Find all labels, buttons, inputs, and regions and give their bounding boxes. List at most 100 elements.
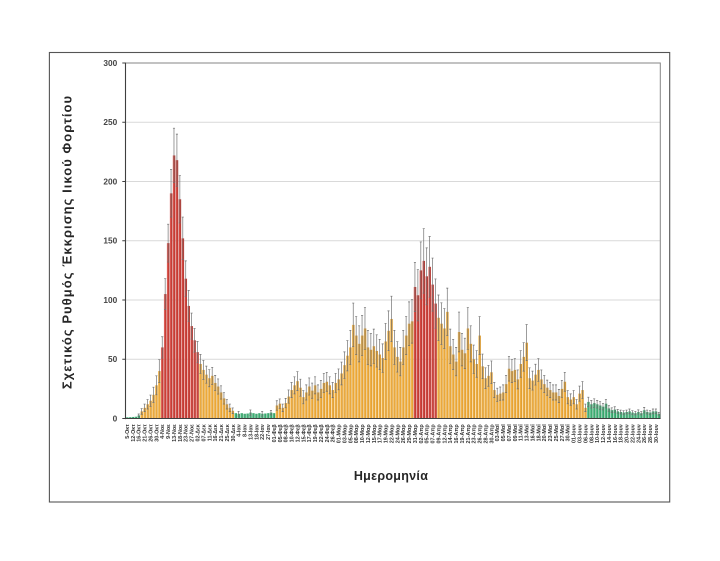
svg-text:10-Μαρ: 10-Μαρ [360, 424, 366, 444]
svg-text:100: 100 [103, 295, 117, 305]
svg-text:01-Φεβ: 01-Φεβ [272, 424, 278, 443]
svg-text:02-Απρ: 02-Απρ [419, 424, 425, 444]
svg-text:22-Μαρ: 22-Μαρ [389, 424, 395, 444]
svg-text:26-Ιουν: 26-Ιουν [642, 424, 648, 443]
svg-text:13-Ιαν: 13-Ιαν [248, 424, 254, 440]
svg-text:06-Ιουν: 06-Ιουν [583, 424, 589, 443]
svg-text:05-Απρ: 05-Απρ [425, 424, 431, 444]
svg-text:21-Δεκ: 21-Δεκ [219, 424, 225, 441]
svg-text:21-Απρ: 21-Απρ [466, 424, 472, 444]
svg-text:200: 200 [103, 176, 117, 186]
svg-text:Σχετικός Ρυθμός Έκκρισης Ιικού: Σχετικός Ρυθμός Έκκρισης Ιικού Φορτίου [60, 95, 75, 389]
svg-text:01-Μαρ: 01-Μαρ [337, 424, 343, 444]
svg-text:28-Ιουν: 28-Ιουν [648, 424, 654, 443]
svg-text:30-Οκτ: 30-Οκτ [154, 424, 160, 442]
svg-text:150: 150 [103, 236, 117, 246]
svg-text:30-Ιουν: 30-Ιουν [654, 424, 660, 443]
svg-text:30-Μαϊ: 30-Μαϊ [566, 424, 572, 442]
svg-text:16-Απρ: 16-Απρ [454, 424, 460, 444]
svg-text:16-Δεκ: 16-Δεκ [213, 424, 219, 441]
svg-text:25-Δεκ: 25-Δεκ [225, 424, 231, 441]
svg-text:19-Φεβ: 19-Φεβ [313, 424, 319, 443]
svg-text:24-Ιουν: 24-Ιουν [636, 424, 642, 443]
svg-text:22-Ιαν: 22-Ιαν [260, 424, 266, 440]
svg-text:30-Δεκ: 30-Δεκ [231, 424, 237, 441]
svg-text:05-Μαϊ: 05-Μαϊ [501, 424, 507, 442]
svg-text:16-Ιουν: 16-Ιουν [613, 424, 619, 443]
svg-text:23-Νοε: 23-Νοε [184, 424, 190, 442]
svg-text:09-Απρ: 09-Απρ [436, 424, 442, 444]
svg-text:30-Απρ: 30-Απρ [489, 424, 495, 444]
svg-text:14-Απρ: 14-Απρ [448, 424, 454, 444]
svg-text:12-Οκτ: 12-Οκτ [131, 424, 137, 442]
svg-text:18-Ιουν: 18-Ιουν [619, 424, 625, 443]
svg-text:29-Μαρ: 29-Μαρ [407, 424, 413, 444]
svg-text:05-Μαρ: 05-Μαρ [348, 424, 354, 444]
svg-text:4-Ιαν: 4-Ιαν [237, 424, 243, 437]
svg-text:07-Μαϊ: 07-Μαϊ [507, 424, 513, 442]
svg-text:08-Μαρ: 08-Μαρ [354, 424, 360, 444]
svg-text:08-Ιουν: 08-Ιουν [589, 424, 595, 443]
svg-text:12-Ιουν: 12-Ιουν [601, 424, 607, 443]
svg-text:03-Μαϊ: 03-Μαϊ [495, 424, 501, 442]
svg-text:26-Οκτ: 26-Οκτ [148, 424, 154, 442]
svg-text:03-Μαρ: 03-Μαρ [342, 424, 348, 444]
svg-text:11-Μαϊ: 11-Μαϊ [519, 424, 525, 441]
svg-text:14-Ιουν: 14-Ιουν [607, 424, 613, 443]
svg-text:18-Μαϊ: 18-Μαϊ [536, 424, 542, 442]
svg-text:22-Φεβ: 22-Φεβ [319, 424, 325, 443]
svg-text:16-Οκτ: 16-Οκτ [137, 424, 143, 442]
svg-text:08-Φεβ: 08-Φεβ [284, 424, 290, 443]
svg-text:22-Ιουν: 22-Ιουν [630, 424, 636, 443]
svg-text:250: 250 [103, 117, 117, 127]
svg-text:16-Μαϊ: 16-Μαϊ [530, 424, 536, 442]
svg-text:23-Απρ: 23-Απρ [472, 424, 478, 444]
svg-text:50: 50 [108, 354, 118, 364]
svg-text:24-Φεβ: 24-Φεβ [325, 424, 331, 443]
svg-text:07-Δεκ: 07-Δεκ [201, 424, 207, 441]
svg-text:26-Απρ: 26-Απρ [478, 424, 484, 444]
svg-text:01-Ιουν: 01-Ιουν [572, 424, 578, 443]
svg-text:10-Ιουν: 10-Ιουν [595, 424, 601, 443]
svg-text:20-Ιουν: 20-Ιουν [625, 424, 631, 443]
svg-text:19-Απρ: 19-Απρ [460, 424, 466, 444]
svg-text:31-Μαρ: 31-Μαρ [413, 424, 419, 444]
svg-text:20-Μαϊ: 20-Μαϊ [542, 424, 548, 442]
svg-text:13-Μαϊ: 13-Μαϊ [525, 424, 531, 442]
svg-text:11-Δεκ: 11-Δεκ [207, 424, 213, 441]
svg-text:12-Φεβ: 12-Φεβ [295, 424, 301, 443]
svg-text:17-Μαρ: 17-Μαρ [378, 424, 384, 444]
svg-text:26-Φεβ: 26-Φεβ [331, 424, 337, 443]
svg-text:Ημερομηνία: Ημερομηνία [354, 469, 428, 483]
svg-text:18-Νοε: 18-Νοε [178, 424, 184, 442]
svg-text:27-Ιαν: 27-Ιαν [266, 424, 272, 440]
svg-text:24-Μαρ: 24-Μαρ [395, 424, 401, 444]
svg-text:12-Απρ: 12-Απρ [442, 424, 448, 444]
svg-text:28-Απρ: 28-Απρ [483, 424, 489, 444]
svg-text:12-Μαρ: 12-Μαρ [366, 424, 372, 444]
svg-text:8-Ιαν: 8-Ιαν [243, 424, 249, 437]
svg-text:05-Φεβ: 05-Φεβ [278, 424, 284, 443]
svg-text:15-Μαρ: 15-Μαρ [372, 424, 378, 444]
svg-text:27-Μαϊ: 27-Μαϊ [560, 424, 566, 442]
svg-text:23-Μαϊ: 23-Μαϊ [548, 424, 554, 442]
svg-text:10-Φεβ: 10-Φεβ [290, 424, 296, 443]
svg-text:17-Φεβ: 17-Φεβ [307, 424, 313, 443]
svg-text:03-Ιουν: 03-Ιουν [577, 424, 583, 443]
svg-text:9-Νοε: 9-Νοε [166, 424, 172, 439]
svg-text:02-Δεκ: 02-Δεκ [195, 424, 201, 441]
svg-text:13-Νοε: 13-Νοε [172, 424, 178, 442]
svg-text:26-Μαρ: 26-Μαρ [401, 424, 407, 444]
svg-text:0: 0 [113, 413, 118, 423]
svg-text:21-Οκτ: 21-Οκτ [143, 424, 149, 442]
svg-text:07-Απρ: 07-Απρ [431, 424, 437, 444]
svg-text:5-Οκτ: 5-Οκτ [125, 424, 131, 439]
svg-text:4-Νοε: 4-Νοε [160, 424, 166, 439]
svg-text:18-Ιαν: 18-Ιαν [254, 424, 260, 440]
svg-text:27-Νοε: 27-Νοε [190, 424, 196, 442]
svg-text:15-Φεβ: 15-Φεβ [301, 424, 307, 443]
svg-text:25-Μαϊ: 25-Μαϊ [554, 424, 560, 442]
svg-text:300: 300 [103, 58, 117, 68]
svg-text:19-Μαρ: 19-Μαρ [384, 424, 390, 444]
svg-text:09-Μαϊ: 09-Μαϊ [513, 424, 519, 442]
